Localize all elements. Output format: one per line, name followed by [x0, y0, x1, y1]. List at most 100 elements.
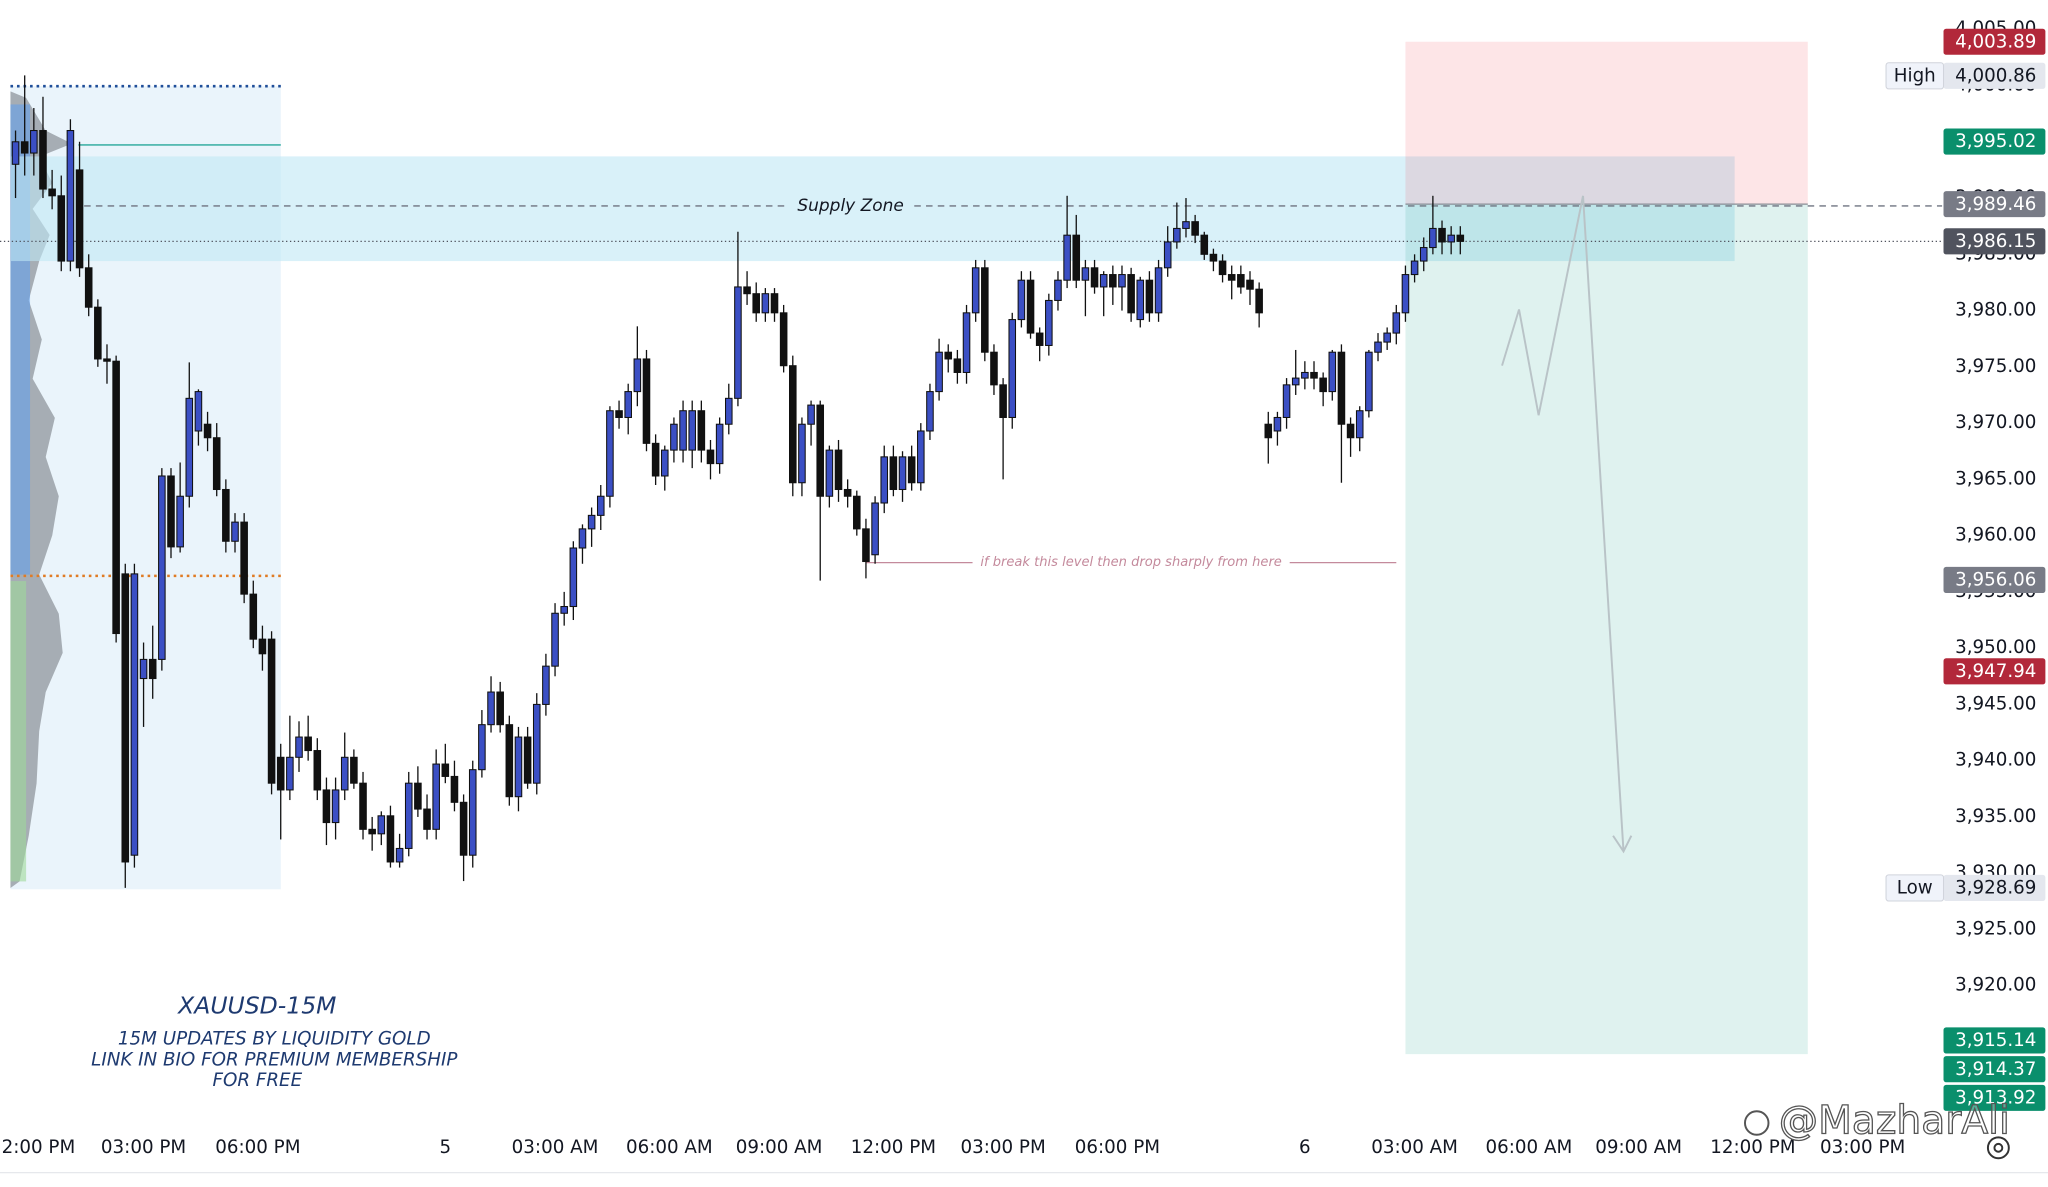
- supply-zone-label: Supply Zone: [797, 196, 903, 216]
- candle-body: [880, 456, 889, 504]
- candle-body: [432, 763, 440, 830]
- y-tick-label: 3,975.00: [1955, 356, 2036, 377]
- candle-body: [340, 756, 349, 791]
- candle-body: [651, 442, 660, 477]
- x-tick-label: 03:00 AM: [1371, 1137, 1458, 1158]
- candle-body: [212, 437, 221, 491]
- candle-body: [587, 514, 596, 530]
- candle-body: [505, 724, 514, 798]
- candle-body: [981, 267, 989, 353]
- candle-body: [761, 293, 770, 314]
- candle-body: [770, 293, 779, 314]
- y-tick-label: 3,940.00: [1955, 750, 2036, 771]
- candle-body: [1264, 423, 1273, 439]
- y-tick-label: 3,935.00: [1955, 806, 2036, 827]
- x-tick-label: 06:00 PM: [215, 1137, 300, 1158]
- candle-body: [724, 397, 733, 425]
- candle-body: [121, 573, 130, 863]
- x-tick-label: 06:00 AM: [626, 1137, 713, 1158]
- price-badge-label: 3,986.15: [1955, 231, 2036, 252]
- candle-body: [1237, 274, 1245, 288]
- candle-body: [441, 763, 450, 777]
- candle-body: [203, 423, 212, 439]
- candle-body: [20, 141, 29, 154]
- price-badge-label: 4,003.89: [1955, 31, 2036, 52]
- candle-body: [1136, 279, 1145, 321]
- candle-body: [514, 736, 523, 798]
- settings-icon[interactable]: [1986, 1136, 2010, 1160]
- candle-body: [267, 638, 276, 784]
- candle-body: [1346, 423, 1355, 439]
- x-tick-label: 6: [1299, 1137, 1311, 1158]
- candle-body: [57, 195, 66, 262]
- candle-body: [871, 502, 879, 556]
- candle-body: [1273, 416, 1282, 432]
- candle-body: [468, 769, 477, 856]
- x-tick-label: 09:00 AM: [1595, 1137, 1682, 1158]
- price-badge: [1943, 1027, 2046, 1054]
- watermark-icon: [1743, 1110, 1770, 1136]
- candle-body: [560, 605, 568, 614]
- candle-body: [395, 847, 404, 863]
- x-tick-label: 2:00 PM: [2, 1137, 76, 1158]
- candle-body: [240, 521, 248, 595]
- candle-body: [679, 410, 687, 451]
- candle-body: [1191, 221, 1199, 236]
- candle-body: [75, 169, 84, 269]
- candle-body: [1301, 371, 1309, 379]
- candle-body: [734, 286, 742, 399]
- candle-body: [1063, 234, 1071, 281]
- candle-body: [1319, 377, 1327, 393]
- candle-body: [84, 267, 93, 308]
- x-tick-label: 06:00 PM: [1075, 1137, 1160, 1158]
- candle-body: [1173, 227, 1181, 243]
- candle-body: [743, 286, 751, 295]
- candle-body: [542, 665, 550, 705]
- annotation-text: if break this level then drop sharply fr…: [980, 555, 1281, 570]
- price-badge-label: 3,995.02: [1955, 131, 2036, 152]
- candle-body: [1209, 253, 1218, 262]
- candle-body: [377, 815, 386, 835]
- x-tick-label: 12:00 PM: [1710, 1137, 1795, 1158]
- candle-body: [578, 528, 587, 549]
- candle-body: [752, 293, 761, 314]
- candle-body: [615, 410, 623, 418]
- candle-body: [66, 130, 75, 262]
- candle-body: [642, 358, 651, 444]
- y-tick-label: 3,980.00: [1955, 300, 2036, 321]
- price-badge: [1943, 874, 2046, 902]
- candle-body: [368, 828, 376, 835]
- y-tick-label: 3,950.00: [1955, 637, 2036, 658]
- candle-body: [1246, 279, 1254, 290]
- candle-body: [633, 358, 642, 393]
- candle-body: [532, 703, 541, 784]
- candle-body: [404, 782, 413, 849]
- candle-body: [1255, 288, 1263, 314]
- candle-body: [1218, 260, 1227, 276]
- candle-body: [660, 449, 669, 477]
- price-tag: [1885, 874, 1945, 902]
- price-badge: [1943, 62, 2046, 89]
- candle-body: [1365, 351, 1373, 412]
- profile-lower: [10, 581, 27, 882]
- candle-body: [1282, 384, 1291, 418]
- candle-body: [249, 593, 258, 640]
- candle-body: [414, 782, 422, 810]
- price-badge: [1943, 566, 2046, 594]
- price-badge-label: 4,000.86: [1955, 65, 2036, 86]
- candle-body: [1163, 241, 1172, 269]
- candle-body: [1017, 279, 1026, 321]
- candle-body: [130, 573, 139, 856]
- candle-body: [1419, 247, 1428, 262]
- candle-body: [94, 306, 102, 360]
- y-tick-label: 3,945.00: [1955, 693, 2036, 714]
- candle-body: [1026, 279, 1035, 334]
- y-tick-label: 3,960.00: [1955, 525, 2036, 546]
- candle-body: [1154, 267, 1163, 314]
- candle-body: [295, 736, 303, 758]
- candle-body: [1081, 267, 1090, 281]
- price-badge-label: 3,956.06: [1955, 570, 2036, 591]
- candle-body: [1410, 260, 1419, 276]
- candle-body: [1090, 267, 1099, 288]
